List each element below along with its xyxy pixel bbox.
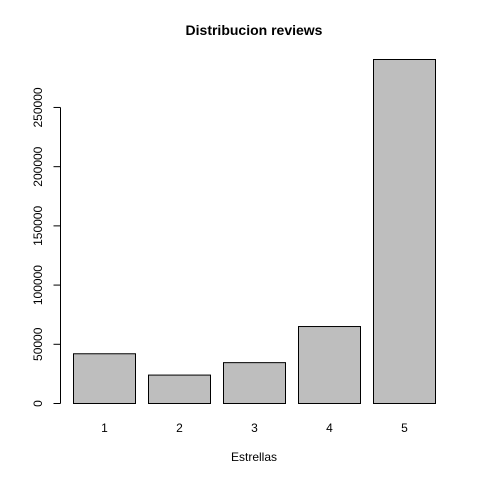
y-tick-label: 50000 [31,327,45,361]
bar-group [73,59,436,405]
x-axis-labels: 1 2 3 4 5 [101,421,408,435]
bar-1 [73,353,136,404]
x-tick-label: 3 [251,421,258,435]
y-tick-label: 0 [31,400,45,407]
y-axis: 0 50000 100000 150000 200000 250000 [31,87,61,407]
x-tick-label: 1 [101,421,108,435]
x-tick-label: 5 [401,421,408,435]
y-tick-label: 250000 [31,87,45,127]
chart-title: Distribucion reviews [186,22,323,38]
x-tick-label: 2 [176,421,183,435]
bar-2 [148,374,211,405]
x-axis-label: Estrellas [231,450,277,464]
bar-5 [373,59,436,404]
y-tick-label: 200000 [31,146,45,186]
bar-3 [223,362,286,404]
x-tick-label: 4 [326,421,333,435]
bar-4 [298,326,361,405]
y-tick-label: 150000 [31,206,45,246]
y-tick-label: 100000 [31,265,45,305]
